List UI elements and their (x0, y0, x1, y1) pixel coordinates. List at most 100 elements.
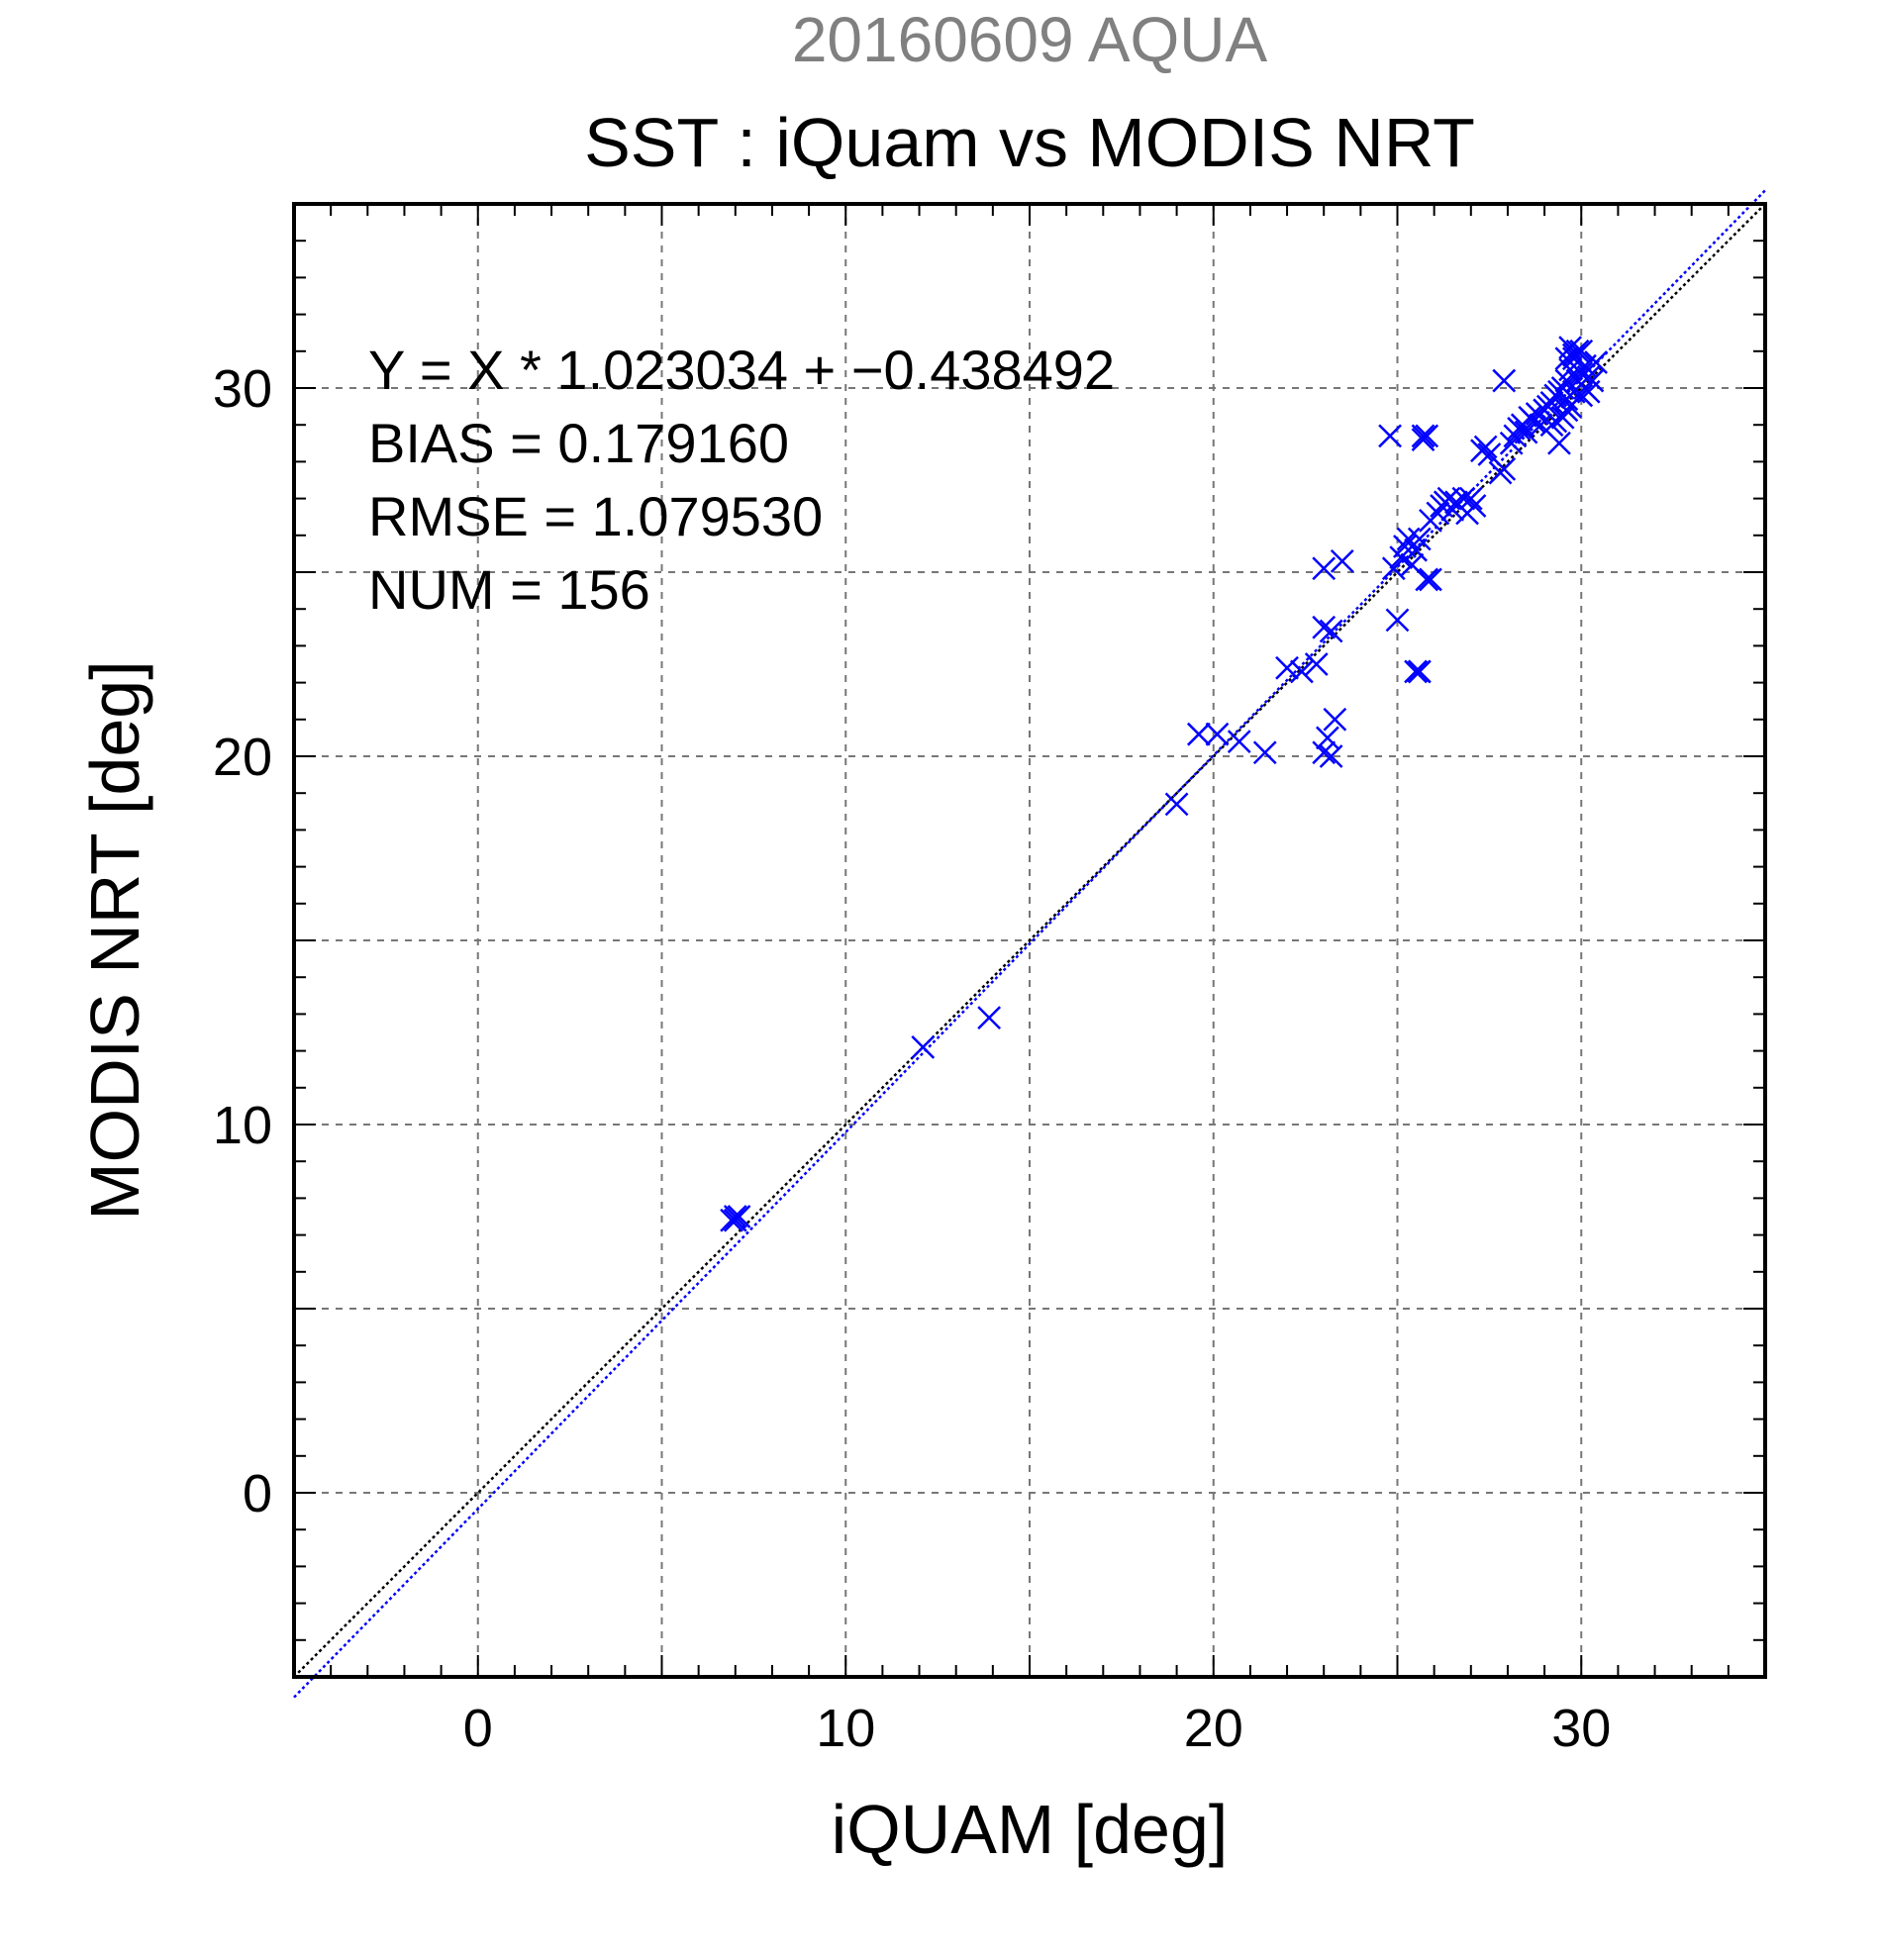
identity-line (293, 203, 1766, 1678)
point-stroke (1529, 413, 1553, 438)
point-stroke (1290, 659, 1314, 684)
stats-bias: BIAS = 0.179160 (368, 412, 789, 474)
y-axis-label: MODIS NRT [deg] (76, 660, 153, 1220)
point-stroke (1381, 556, 1406, 581)
data-point (1312, 615, 1336, 639)
y-tick-label: 20 (213, 728, 272, 787)
point-stroke (977, 1006, 1002, 1030)
data-point (1550, 405, 1575, 430)
stats-box: Y = X * 1.023034 + −0.438492 BIAS = 0.17… (368, 339, 1115, 621)
data-point (1227, 730, 1251, 754)
point-stroke (1550, 376, 1575, 400)
data-point (1323, 707, 1347, 732)
data-point (1529, 413, 1553, 438)
point-stroke (1473, 435, 1498, 459)
data-point (1492, 368, 1517, 393)
data-point (1164, 792, 1189, 817)
data-point (1419, 567, 1442, 592)
data-point (1319, 744, 1343, 768)
point-stroke (1444, 490, 1468, 515)
y-tick-label: 30 (213, 359, 272, 419)
data-point (1319, 619, 1343, 643)
data-point (1312, 556, 1336, 581)
point-stroke (727, 1205, 751, 1228)
data-point (1330, 548, 1354, 573)
data-point (1473, 435, 1498, 459)
point-stroke (1312, 556, 1336, 581)
chart-title: 20160609 AQUA (792, 4, 1268, 75)
data-point (1290, 659, 1314, 684)
data-point (1488, 460, 1513, 485)
point-stroke (1554, 346, 1579, 371)
data-point (1205, 722, 1230, 746)
data-point (1252, 740, 1277, 765)
point-stroke (1458, 486, 1483, 511)
point-stroke (1411, 428, 1436, 451)
point-stroke (1385, 608, 1410, 633)
data-point (1499, 431, 1524, 455)
data-point (1561, 343, 1586, 367)
data-point (1514, 420, 1538, 444)
x-tick-label: 0 (463, 1699, 493, 1758)
point-stroke (1488, 460, 1513, 485)
point-stroke (1547, 431, 1571, 455)
point-stroke (1275, 655, 1299, 680)
point-stroke (1407, 659, 1432, 684)
point-stroke (1411, 424, 1436, 448)
x-tick-label: 30 (1551, 1699, 1611, 1758)
data-point (1584, 350, 1608, 374)
point-stroke (1550, 405, 1575, 430)
point-stroke (1426, 501, 1450, 526)
y-tick-label: 0 (243, 1464, 272, 1523)
data-point (911, 1034, 936, 1059)
data-point (977, 1006, 1002, 1030)
point-stroke (1396, 527, 1421, 551)
plot-frame (292, 202, 1767, 1679)
point-stroke (1404, 659, 1428, 684)
stats-equation: Y = X * 1.023034 + −0.438492 (368, 339, 1115, 401)
point-stroke (720, 1208, 743, 1232)
data-point (1275, 655, 1299, 680)
data-point (1407, 659, 1432, 684)
point-stroke (1312, 740, 1336, 765)
data-point (1385, 608, 1410, 633)
point-stroke (1499, 431, 1524, 455)
point-stroke (1323, 707, 1347, 732)
data-point (1539, 413, 1564, 438)
point-stroke (1514, 420, 1538, 444)
point-stroke (1330, 548, 1354, 573)
data-point (1411, 428, 1436, 451)
tick-labels: 0 10 20 30 0 10 20 30 (213, 359, 1611, 1758)
data-point (1304, 652, 1329, 676)
chart-subtitle: SST : iQuam vs MODIS NRT (584, 104, 1475, 181)
data-point (1381, 556, 1406, 581)
x-axis-label: iQUAM [deg] (832, 1791, 1229, 1868)
point-stroke (1451, 486, 1476, 511)
stats-num: NUM = 156 (368, 558, 650, 621)
data-point (1458, 486, 1483, 511)
data-point (1407, 527, 1432, 551)
point-stroke (1319, 619, 1343, 643)
point-stroke (1393, 535, 1417, 558)
data-point (1462, 494, 1487, 518)
point-stroke (1400, 552, 1425, 577)
point-stroke (1319, 744, 1343, 768)
point-stroke (1477, 442, 1502, 466)
point-stroke (1252, 740, 1277, 765)
point-stroke (1316, 726, 1339, 750)
point-stroke (1312, 615, 1336, 639)
x-tick-label: 10 (816, 1699, 875, 1758)
point-stroke (1415, 567, 1439, 592)
stats-rmse: RMSE = 1.079530 (368, 485, 823, 547)
data-point (1547, 431, 1571, 455)
data-point (1378, 424, 1402, 448)
data-point (1316, 726, 1339, 750)
data-point (1554, 346, 1579, 371)
point-stroke (1462, 494, 1487, 518)
point-stroke (1576, 364, 1601, 389)
x-tick-label: 20 (1184, 1699, 1243, 1758)
point-stroke (1205, 722, 1230, 746)
data-point (720, 1208, 743, 1232)
data-point (727, 1205, 751, 1228)
data-point (1411, 424, 1436, 448)
